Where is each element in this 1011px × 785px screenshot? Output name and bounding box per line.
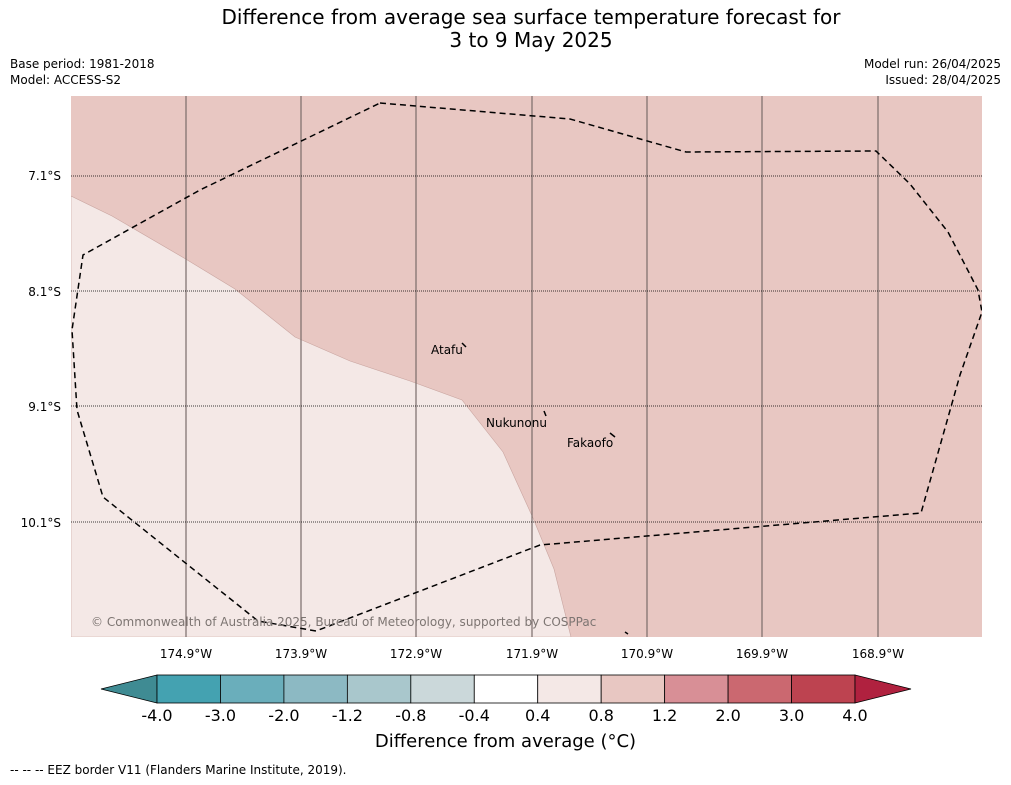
colorbar-segment — [156, 674, 221, 704]
title-line-1: Difference from average sea surface temp… — [221, 5, 841, 29]
fakaofo-atoll — [609, 432, 616, 438]
colorbar-tick-label: -3.0 — [205, 706, 236, 725]
longitude-labels: 174.9°W 173.9°W 172.9°W 171.9°W 170.9°W … — [160, 647, 904, 661]
eez-legend-note: -- -- -- EEZ border V11 (Flanders Marine… — [10, 763, 347, 777]
eez-border — [71, 102, 982, 632]
model-run: Model run: 26/04/2025 — [863, 57, 1001, 71]
colorbar-arrow-low — [100, 674, 158, 704]
colorbar-segment — [664, 674, 729, 704]
copyright-notice: © Commonwealth of Australia 2025, Bureau… — [91, 615, 596, 629]
issued-date: Issued: 28/04/2025 — [885, 73, 1001, 87]
colorbar-tick-label: 2.0 — [715, 706, 740, 725]
colorbar-tick-label: -1.2 — [332, 706, 363, 725]
lon-label-1: 174.9°W — [160, 647, 212, 661]
colorbar-tick-label: 0.4 — [525, 706, 550, 725]
longitude-gridlines — [185, 96, 879, 637]
colorbar: -4.0 -3.0 -2.0 -1.2 -0.8 -0.4 0.4 0.8 1.2 2.0 3.0 4… — [100, 674, 912, 725]
mild-anomaly-region — [71, 195, 572, 637]
latitude-labels: 7.1°S 8.1°S 9.1°S 10.1°S — [21, 169, 61, 530]
place-nukunonu: Nukunonu — [486, 416, 547, 430]
colorbar-arrow-high — [854, 674, 912, 704]
lon-label-3: 172.9°W — [390, 647, 442, 661]
lon-label-4: 171.9°W — [506, 647, 558, 661]
colorbar-tick-label: -0.8 — [395, 706, 426, 725]
atafu-atoll — [461, 342, 467, 348]
colorbar-tick-label: 3.0 — [779, 706, 804, 725]
lat-label-4: 10.1°S — [21, 516, 61, 530]
lat-label-3: 9.1°S — [28, 400, 61, 414]
lon-label-5: 170.9°W — [621, 647, 673, 661]
lon-label-7: 168.9°W — [852, 647, 904, 661]
lon-label-6: 169.9°W — [736, 647, 788, 661]
map-area: Atafu Nukunonu Fakaofo © Commonwealth of… — [71, 96, 982, 637]
lat-label-2: 8.1°S — [28, 285, 61, 299]
colorbar-tick-label: 0.8 — [588, 706, 613, 725]
place-fakaofo: Fakaofo — [567, 436, 613, 450]
model-name: Model: ACCESS-S2 — [10, 73, 122, 87]
meta-right: Model run: 26/04/2025 Issued: 28/04/2025 — [864, 56, 1001, 88]
small-island — [624, 631, 629, 635]
colorbar-segment — [537, 674, 602, 704]
colorbar-tick-label: -0.4 — [459, 706, 490, 725]
colorbar-segment — [473, 674, 539, 704]
colorbar-segment — [283, 674, 348, 704]
place-atafu: Atafu — [431, 343, 463, 357]
colorbar-segment — [220, 674, 285, 704]
colorbar-label: Difference from average (°C) — [374, 731, 637, 752]
colorbar-tick-label: 1.2 — [652, 706, 677, 725]
colorbar-segment — [600, 674, 666, 704]
meta-left: Base period: 1981-2018 Model: ACCESS-S2 — [10, 56, 155, 88]
base-period: Base period: 1981-2018 — [10, 57, 155, 71]
title-line-2: 3 to 9 May 2025 — [449, 28, 613, 52]
colorbar-tick-label: -2.0 — [268, 706, 299, 725]
nukunonu-atoll — [543, 410, 547, 417]
colorbar-segment — [410, 674, 475, 704]
lon-label-2: 173.9°W — [275, 647, 327, 661]
colorbar-tick-label: 4.0 — [842, 706, 867, 725]
atolls — [461, 342, 629, 635]
chart-title: Difference from average sea surface temp… — [0, 6, 1011, 52]
colorbar-tick-label: -4.0 — [141, 706, 172, 725]
colorbar-segment — [791, 674, 856, 704]
colorbar-segment — [346, 674, 412, 704]
lat-label-1: 7.1°S — [28, 169, 61, 183]
colorbar-segment — [727, 674, 792, 704]
